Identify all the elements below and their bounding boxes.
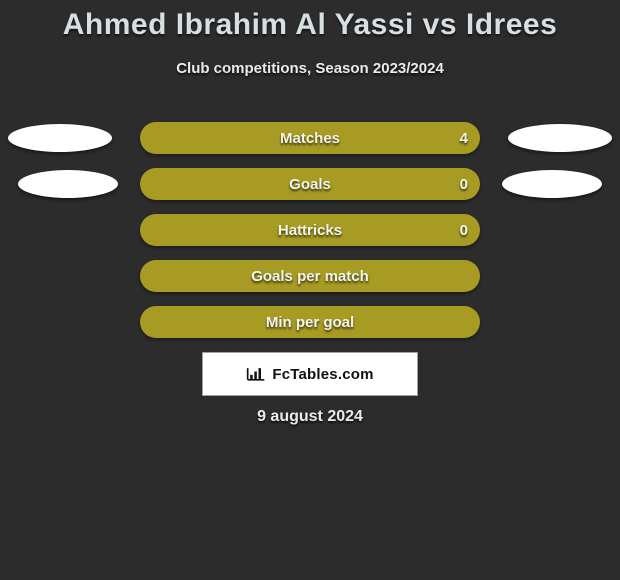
left-ellipse [8,124,112,152]
stat-bar: Matches 4 [140,122,480,154]
bar-chart-icon [246,366,266,382]
stat-value: 0 [460,168,468,200]
stat-value: 4 [460,122,468,154]
stat-row: Min per goal [0,304,620,350]
stat-bar: Min per goal [140,306,480,338]
subtitle: Club competitions, Season 2023/2024 [0,60,620,77]
source-card: FcTables.com [202,352,418,396]
source-label: FcTables.com [272,366,373,383]
stat-label: Goals per match [140,260,480,292]
stats-rows: Matches 4 Goals 0 Hattricks 0 Goals per … [0,120,620,350]
stat-label: Hattricks [140,214,480,246]
date-label: 9 august 2024 [0,408,620,426]
stats-card: Ahmed Ibrahim Al Yassi vs Idrees Club co… [0,0,620,580]
stat-bar: Goals 0 [140,168,480,200]
stat-row: Hattricks 0 [0,212,620,258]
stat-row: Matches 4 [0,120,620,166]
stat-label: Matches [140,122,480,154]
stat-row: Goals 0 [0,166,620,212]
stat-row: Goals per match [0,258,620,304]
stat-label: Min per goal [140,306,480,338]
left-ellipse [18,170,118,198]
title: Ahmed Ibrahim Al Yassi vs Idrees [0,0,620,42]
stat-label: Goals [140,168,480,200]
stat-bar: Goals per match [140,260,480,292]
stat-bar: Hattricks 0 [140,214,480,246]
stat-value: 0 [460,214,468,246]
right-ellipse [508,124,612,152]
right-ellipse [502,170,602,198]
